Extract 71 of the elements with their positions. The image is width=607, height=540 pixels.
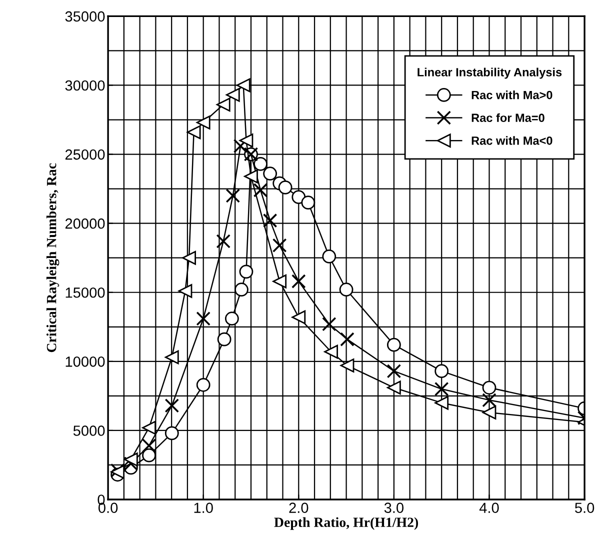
point [263, 166, 277, 181]
point [386, 364, 402, 378]
x-axis-title: Depth Ratio, Hr(H1/H2) [274, 517, 418, 530]
point [196, 116, 210, 130]
point [278, 180, 292, 194]
y-tick-label: 25000 [65, 149, 105, 160]
point [387, 380, 401, 395]
legend-label: Rac for Ma=0 [472, 113, 544, 122]
point [482, 380, 496, 395]
point [234, 282, 248, 297]
point [482, 406, 496, 420]
point [339, 282, 354, 297]
y-axis-title: Critical Rayleigh Numbers, Rac [46, 163, 60, 352]
point [262, 213, 278, 228]
point [434, 396, 449, 410]
point [216, 234, 231, 248]
y-tick-label: 30000 [65, 80, 105, 91]
point [322, 316, 336, 332]
y-tick-label: 20000 [65, 218, 105, 229]
x-tick-label: 1.0 [194, 502, 213, 513]
point [233, 138, 248, 154]
point [324, 344, 338, 359]
point [340, 332, 354, 346]
point [340, 358, 354, 372]
point [216, 98, 230, 112]
point [291, 274, 306, 288]
point [272, 238, 287, 253]
legend-title: Linear Instability Analysis [418, 68, 562, 79]
point [322, 250, 336, 264]
point [164, 398, 180, 413]
point [142, 438, 156, 453]
point [226, 188, 240, 203]
x-tick-label: 5.0 [574, 502, 594, 513]
point [254, 157, 268, 171]
point [301, 196, 316, 210]
point [434, 364, 449, 378]
point [178, 284, 192, 298]
point [196, 378, 210, 392]
y-tick-label: 10000 [66, 356, 105, 367]
legend-label: Rac with Ma<0 [472, 136, 552, 145]
point [124, 452, 138, 466]
point [217, 332, 232, 346]
legend-label: Rac with Ma>0 [472, 90, 552, 100]
y-tick-label: 5000 [73, 426, 105, 436]
point [239, 134, 254, 148]
point [253, 183, 268, 198]
point [387, 338, 401, 352]
point [186, 125, 201, 140]
point [196, 311, 210, 326]
point [292, 190, 306, 204]
x-tick-label: 2.0 [289, 502, 308, 513]
x-tick-label: 0.0 [98, 502, 118, 513]
point [164, 426, 179, 440]
point [236, 78, 250, 92]
y-tick-label: 15000 [66, 287, 105, 298]
y-tick-label: 35000 [65, 11, 105, 22]
point [142, 448, 156, 462]
point [244, 169, 258, 184]
point [226, 88, 240, 102]
point [434, 382, 449, 396]
point [164, 350, 179, 364]
x-tick-label: 4.0 [479, 502, 499, 513]
point [239, 264, 254, 279]
point [182, 250, 196, 265]
point [272, 274, 287, 288]
point [292, 310, 306, 324]
point [124, 456, 138, 471]
x-tick-label: 3.0 [384, 502, 404, 513]
point [482, 392, 496, 408]
point [224, 312, 239, 326]
point [142, 420, 156, 435]
